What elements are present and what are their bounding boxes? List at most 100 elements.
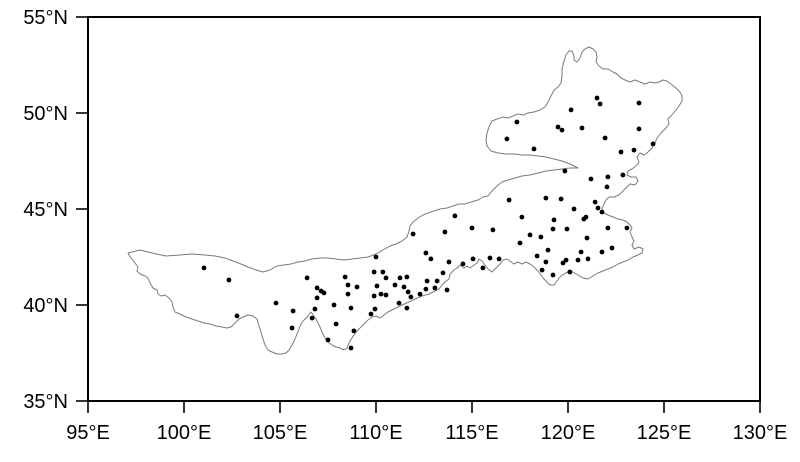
station-dot [444,287,450,293]
station-dot [568,107,574,113]
x-tick-label: 105°E [253,422,308,444]
x-tick-label: 120°E [541,422,596,444]
station-dot [531,146,537,152]
y-tick-label: 50°N [23,103,68,125]
station-dot [579,125,585,131]
station-dot [599,209,605,215]
station-dot [289,325,295,331]
station-dot [321,290,327,296]
station-dot [620,172,626,178]
x-tick-label: 95°E [66,422,110,444]
y-tick-label: 55°N [23,7,68,29]
station-dot [555,124,561,130]
station-dot [578,249,584,255]
plot-frame [87,16,761,402]
station-dot [423,286,429,292]
station-dot [460,261,466,267]
station-dot [609,245,615,251]
y-tick-label: 40°N [23,295,68,317]
station-dot [514,119,520,125]
station-dot [506,197,512,203]
station-dot [273,300,279,306]
station-dot [383,292,389,298]
station-dot [290,308,296,314]
station-dot [585,256,591,262]
station-dot [527,232,533,238]
station-dot [469,225,475,231]
station-dot [605,174,611,180]
station-dot [588,176,594,182]
station-dot [624,225,630,231]
station-dot [312,306,318,312]
station-dot [575,257,581,263]
station-dot [567,269,573,275]
station-dot [424,278,430,284]
station-dot [392,282,398,288]
station-dot [595,205,601,211]
station-dot [380,269,386,275]
station-dot [201,265,207,271]
station-dot [470,256,476,262]
station-dot [519,214,525,220]
station-dot [404,274,410,280]
station-dot [345,282,351,288]
y-tick-label: 45°N [23,199,68,221]
station-dot [405,289,411,295]
station-dot [314,295,320,301]
station-dot [373,254,379,260]
station-dot [345,291,351,297]
x-tick-label: 110°E [349,422,402,444]
station-dot [559,127,565,133]
station-dot [563,257,569,263]
x-tick-label: 115°E [445,422,498,444]
station-dot [378,291,384,297]
station-dot [496,256,502,262]
station-dot [545,247,551,253]
station-dot [432,285,438,291]
y-tick-label: 35°N [23,391,68,413]
station-dot [374,283,380,289]
station-dot [551,217,557,223]
station-dot [410,231,416,237]
station-dot [342,274,348,280]
station-dot [383,275,389,281]
station-dot [371,269,377,275]
station-dot [351,328,357,334]
station-dot [487,255,493,261]
station-dot [605,225,611,231]
station-dot [618,149,624,155]
station-dot [434,278,440,284]
station-dot [333,321,339,327]
station-dot [636,100,642,106]
station-dot [592,199,598,205]
x-tick-label: 125°E [637,422,692,444]
station-dot [550,226,556,232]
station-dot [584,235,590,241]
station-dot [480,265,486,271]
station-dot [560,260,566,266]
station-dot [581,216,587,222]
station-dot [408,294,414,300]
station-dot [504,136,510,142]
station-dot [234,313,240,319]
station-dot [571,206,577,212]
station-dot [348,305,354,311]
station-dot [446,259,452,265]
station-dot [650,141,656,147]
station-dot [226,277,232,283]
station-dot [440,270,446,276]
station-dot [602,135,608,141]
station-dot [396,300,402,306]
station-dot [401,284,407,290]
station-dot [599,249,605,255]
station-dot [325,337,331,343]
station-dot [562,168,568,174]
station-dot [371,293,377,299]
station-dot [636,126,642,132]
x-tick-label: 100°E [157,422,212,444]
station-dot [539,267,545,273]
station-dot [538,234,544,240]
station-dot [348,345,354,351]
